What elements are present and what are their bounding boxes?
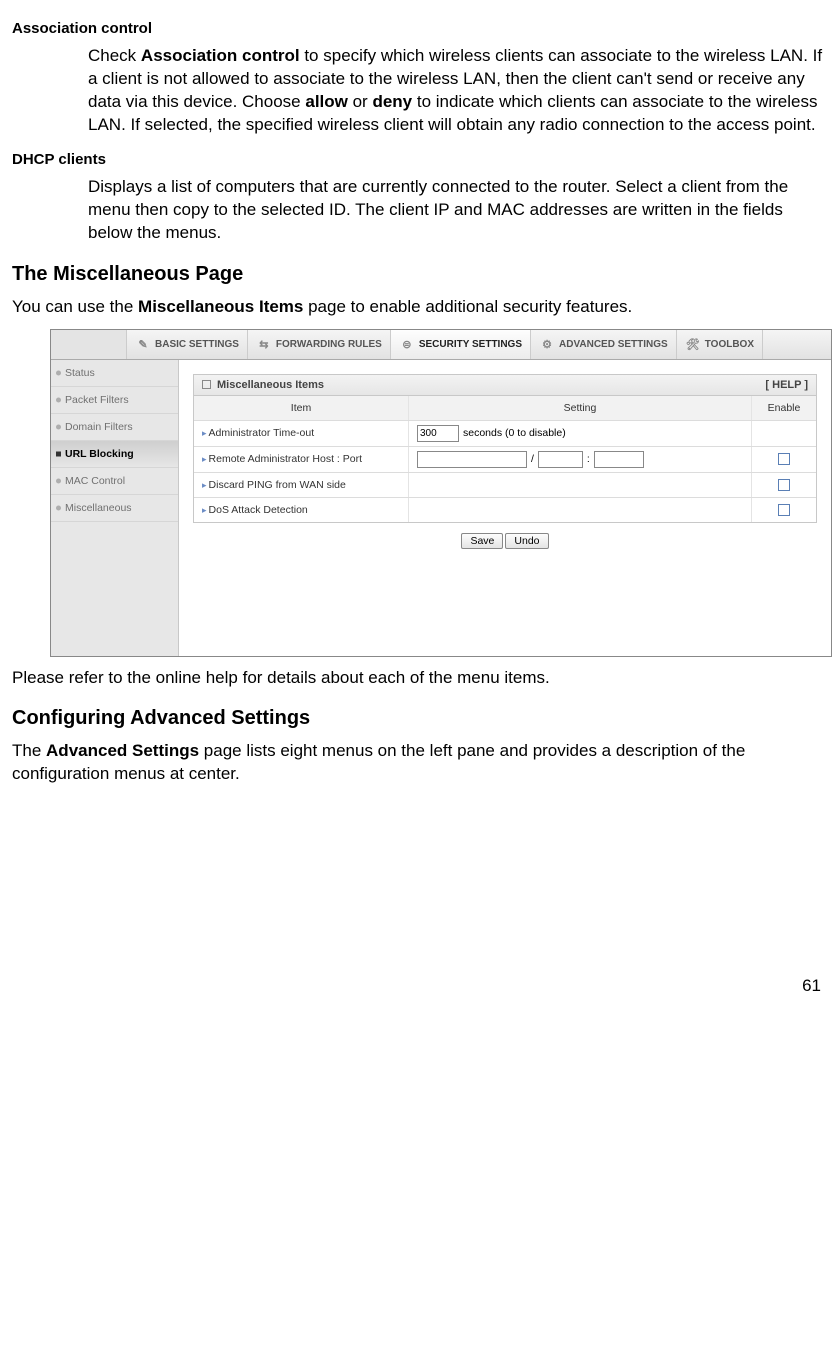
table-row: ▸Administrator Time-out seconds (0 to di…: [194, 421, 816, 447]
tab-advanced-settings[interactable]: ⚙ ADVANCED SETTINGS: [531, 330, 677, 359]
col-header-enable: Enable: [752, 396, 816, 420]
term-dhcp-clients: DHCP clients: [12, 151, 831, 168]
table-row: ▸DoS Attack Detection: [194, 498, 816, 522]
remote-mask-input[interactable]: [538, 451, 583, 468]
sep: /: [531, 453, 534, 465]
remote-admin-checkbox[interactable]: [778, 453, 790, 465]
page-number: 61: [12, 976, 831, 996]
tab-basic-settings[interactable]: ✎ BASIC SETTINGS: [127, 330, 248, 359]
misc-intro: You can use the Miscellaneous Items page…: [12, 296, 831, 319]
top-tabbar: ✎ BASIC SETTINGS ⇆ FORWARDING RULES ⊜ SE…: [51, 330, 831, 360]
col-header-setting: Setting: [409, 396, 752, 420]
tab-label: TOOLBOX: [705, 339, 754, 350]
shield-icon: ⊜: [399, 336, 415, 352]
gear-icon: ⚙: [539, 336, 555, 352]
row-setting: / :: [409, 447, 752, 472]
discard-ping-checkbox[interactable]: [778, 479, 790, 491]
toolbox-icon: 🛠: [685, 336, 701, 352]
remote-port-input[interactable]: [594, 451, 644, 468]
tab-toolbox[interactable]: 🛠 TOOLBOX: [677, 330, 763, 359]
bullet-icon: ▸: [202, 480, 207, 490]
row-label-text: Discard PING from WAN side: [209, 479, 346, 491]
timeout-suffix: seconds (0 to disable): [463, 427, 566, 439]
admin-timeout-input[interactable]: [417, 425, 459, 442]
content-area: Miscellaneous Items [ HELP ] Item Settin…: [179, 360, 831, 656]
row-enable: [752, 447, 816, 472]
sidebar-item-mac-control[interactable]: MAC Control: [51, 468, 178, 495]
text: You can use the: [12, 297, 138, 316]
association-control-body: Check Association control to specify whi…: [88, 45, 831, 137]
col-header-item: Item: [194, 396, 409, 420]
tab-security-settings[interactable]: ⊜ SECURITY SETTINGS: [391, 330, 531, 359]
table-row: ▸Discard PING from WAN side: [194, 473, 816, 498]
button-row: SaveUndo: [193, 523, 817, 551]
remote-host-input[interactable]: [417, 451, 527, 468]
text: or: [348, 92, 373, 111]
save-button[interactable]: Save: [461, 533, 503, 549]
table-row: ▸Remote Administrator Host : Port / :: [194, 447, 816, 473]
dos-detection-checkbox[interactable]: [778, 504, 790, 516]
advanced-intro: The Advanced Settings page lists eight m…: [12, 740, 831, 786]
tab-label: ADVANCED SETTINGS: [559, 339, 668, 350]
undo-button[interactable]: Undo: [505, 533, 548, 549]
panel-title: Miscellaneous Items: [202, 379, 324, 391]
document-icon: ✎: [135, 336, 151, 352]
text: page to enable additional security featu…: [303, 297, 632, 316]
row-label-text: DoS Attack Detection: [209, 504, 308, 516]
heading-advanced-settings: Configuring Advanced Settings: [12, 707, 831, 730]
tab-forwarding-rules[interactable]: ⇆ FORWARDING RULES: [248, 330, 391, 359]
row-setting: [409, 498, 752, 522]
square-icon: [202, 380, 211, 389]
panel-title-text: Miscellaneous Items: [217, 379, 324, 391]
sidebar-item-url-blocking[interactable]: URL Blocking: [51, 441, 178, 468]
bullet-icon: ▸: [202, 454, 207, 464]
settings-table: Item Setting Enable ▸Administrator Time-…: [193, 396, 817, 523]
sidebar-item-status[interactable]: Status: [51, 360, 178, 387]
row-label: ▸DoS Attack Detection: [194, 498, 409, 522]
bullet-icon: ▸: [202, 505, 207, 515]
row-setting: seconds (0 to disable): [409, 421, 752, 446]
text: The: [12, 741, 46, 760]
text-bold: Miscellaneous Items: [138, 297, 303, 316]
row-label-text: Remote Administrator Host : Port: [209, 453, 362, 465]
row-label: ▸Administrator Time-out: [194, 421, 409, 446]
router-screenshot: ✎ BASIC SETTINGS ⇆ FORWARDING RULES ⊜ SE…: [50, 329, 832, 657]
text-bold: Advanced Settings: [46, 741, 199, 760]
row-label: ▸Remote Administrator Host : Port: [194, 447, 409, 472]
term-association-control: Association control: [12, 20, 831, 37]
sidebar-item-domain-filters[interactable]: Domain Filters: [51, 414, 178, 441]
row-label-text: Administrator Time-out: [209, 427, 315, 439]
table-header: Item Setting Enable: [194, 396, 816, 421]
row-enable: [752, 498, 816, 522]
misc-after: Please refer to the online help for deta…: [12, 667, 831, 690]
row-label: ▸Discard PING from WAN side: [194, 473, 409, 497]
help-link[interactable]: [ HELP ]: [765, 379, 808, 391]
sep: :: [587, 453, 590, 465]
dhcp-clients-body: Displays a list of computers that are cu…: [88, 176, 831, 245]
text: Check: [88, 46, 141, 65]
bullet-icon: ▸: [202, 428, 207, 438]
row-enable: [752, 473, 816, 497]
text-bold: Association control: [141, 46, 300, 65]
forward-icon: ⇆: [256, 336, 272, 352]
sidebar-item-miscellaneous[interactable]: Miscellaneous: [51, 495, 178, 522]
panel-header: Miscellaneous Items [ HELP ]: [193, 374, 817, 396]
row-enable: [752, 421, 816, 446]
heading-miscellaneous: The Miscellaneous Page: [12, 263, 831, 286]
row-setting: [409, 473, 752, 497]
tab-label: FORWARDING RULES: [276, 339, 382, 350]
text-bold: allow: [305, 92, 348, 111]
tab-label: BASIC SETTINGS: [155, 339, 239, 350]
text-bold: deny: [372, 92, 412, 111]
sidebar-item-packet-filters[interactable]: Packet Filters: [51, 387, 178, 414]
tab-label: SECURITY SETTINGS: [419, 339, 522, 350]
sidebar: Status Packet Filters Domain Filters URL…: [51, 360, 179, 656]
tabbar-spacer: [51, 330, 127, 359]
